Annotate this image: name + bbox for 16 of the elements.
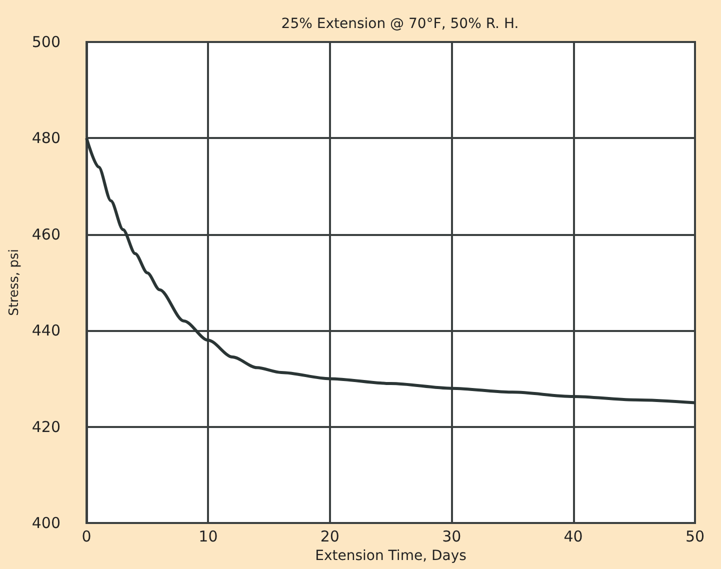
y-tick-label: 420: [32, 418, 61, 436]
y-axis-title: Stress, psi: [7, 249, 22, 316]
x-tick-label: 30: [442, 528, 462, 546]
y-tick-label: 460: [32, 225, 61, 244]
x-tick-label: 40: [564, 528, 583, 546]
x-tick-label: 0: [82, 528, 92, 546]
x-tick-label: 10: [198, 528, 218, 546]
y-tick-label: 400: [32, 514, 61, 532]
y-tick-label: 480: [32, 129, 61, 148]
x-tick-label: 20: [320, 528, 340, 546]
x-tick-label: 50: [685, 528, 705, 546]
y-tick-label: 440: [32, 322, 61, 340]
chart-title: 25% Extension @ 70°F, 50% R. H.: [281, 16, 519, 32]
y-tick-label: 500: [32, 33, 61, 51]
line-series: [85, 136, 696, 404]
x-axis-title: Extension Time, Days: [315, 548, 466, 564]
